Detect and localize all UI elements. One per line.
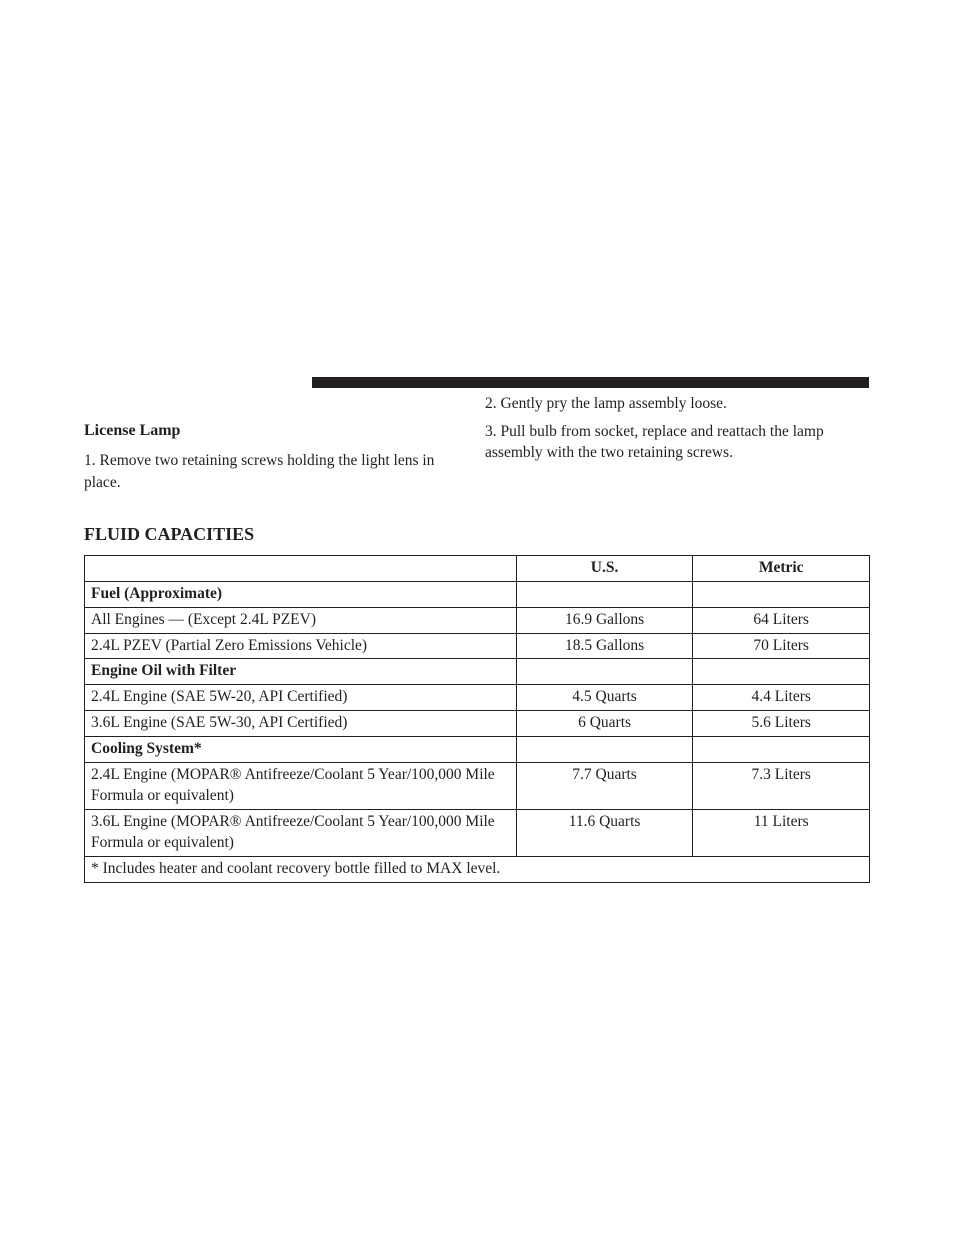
page-content: License Lamp 1. Remove two retaining scr…: [84, 393, 870, 883]
cell-metric: [693, 581, 870, 607]
table-row: 2.4L Engine (SAE 5W-20, API Certified) 4…: [85, 685, 870, 711]
table-row: All Engines — (Except 2.4L PZEV) 16.9 Ga…: [85, 607, 870, 633]
cell-item: 2.4L PZEV (Partial Zero Emissions Vehicl…: [85, 633, 517, 659]
table-row: 2.4L Engine (MOPAR® Antifreeze/Coolant 5…: [85, 763, 870, 810]
cell-metric: 64 Liters: [693, 607, 870, 633]
fluid-capacities-heading: FLUID CAPACITIES: [84, 524, 870, 545]
cell-item: 2.4L Engine (SAE 5W-20, API Certified): [85, 685, 517, 711]
cell-item: 3.6L Engine (SAE 5W-30, API Certified): [85, 711, 517, 737]
fluid-capacities-table: U.S. Metric Fuel (Approximate) All Engin…: [84, 555, 870, 883]
cell-us: [516, 737, 693, 763]
step-3: 3. Pull bulb from socket, replace and re…: [485, 421, 870, 464]
cell-metric: [693, 737, 870, 763]
cell-item: Engine Oil with Filter: [85, 659, 517, 685]
cell-metric: 11 Liters: [693, 809, 870, 856]
table-row: 2.4L PZEV (Partial Zero Emissions Vehicl…: [85, 633, 870, 659]
cell-metric: [693, 659, 870, 685]
table-row: Fuel (Approximate): [85, 581, 870, 607]
table-footnote-row: * Includes heater and coolant recovery b…: [85, 856, 870, 882]
cell-item: Cooling System*: [85, 737, 517, 763]
cell-item: 2.4L Engine (MOPAR® Antifreeze/Coolant 5…: [85, 763, 517, 810]
cell-us: 16.9 Gallons: [516, 607, 693, 633]
cell-item: All Engines — (Except 2.4L PZEV): [85, 607, 517, 633]
cell-metric: 5.6 Liters: [693, 711, 870, 737]
header-us: U.S.: [516, 555, 693, 581]
cell-us: 6 Quarts: [516, 711, 693, 737]
left-column: License Lamp 1. Remove two retaining scr…: [84, 393, 469, 500]
cell-metric: 70 Liters: [693, 633, 870, 659]
header-item: [85, 555, 517, 581]
table-row: 3.6L Engine (MOPAR® Antifreeze/Coolant 5…: [85, 809, 870, 856]
table-body: Fuel (Approximate) All Engines — (Except…: [85, 581, 870, 882]
table-header-row: U.S. Metric: [85, 555, 870, 581]
cell-us: 4.5 Quarts: [516, 685, 693, 711]
two-column-layout: License Lamp 1. Remove two retaining scr…: [84, 393, 870, 500]
header-metric: Metric: [693, 555, 870, 581]
header-rule: [312, 377, 869, 388]
cell-item: 3.6L Engine (MOPAR® Antifreeze/Coolant 5…: [85, 809, 517, 856]
table-row: 3.6L Engine (SAE 5W-30, API Certified) 6…: [85, 711, 870, 737]
cell-us: [516, 581, 693, 607]
table-row: Engine Oil with Filter: [85, 659, 870, 685]
license-lamp-heading: License Lamp: [84, 420, 469, 442]
cell-metric: 7.3 Liters: [693, 763, 870, 810]
footnote-cell: * Includes heater and coolant recovery b…: [85, 856, 870, 882]
cell-item: Fuel (Approximate): [85, 581, 517, 607]
cell-metric: 4.4 Liters: [693, 685, 870, 711]
cell-us: [516, 659, 693, 685]
step-2: 2. Gently pry the lamp assembly loose.: [485, 393, 870, 415]
cell-us: 11.6 Quarts: [516, 809, 693, 856]
table-row: Cooling System*: [85, 737, 870, 763]
step-1: 1. Remove two retaining screws holding t…: [84, 450, 469, 493]
cell-us: 18.5 Gallons: [516, 633, 693, 659]
cell-us: 7.7 Quarts: [516, 763, 693, 810]
right-column: 2. Gently pry the lamp assembly loose. 3…: [485, 393, 870, 500]
